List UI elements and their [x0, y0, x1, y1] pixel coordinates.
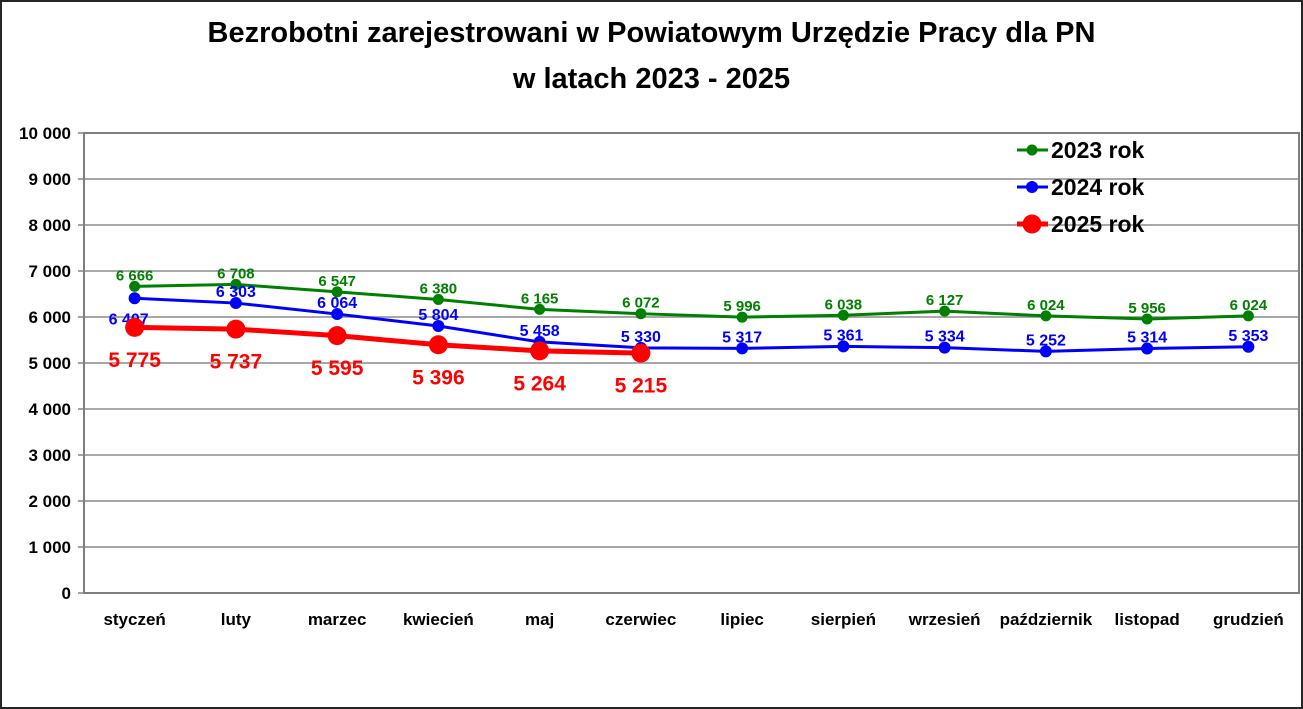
data-point-marker	[432, 294, 444, 306]
data-point-marker	[939, 305, 951, 317]
data-point-label: 6 380	[420, 281, 458, 298]
data-point-label: 5 353	[1228, 328, 1268, 345]
data-point-marker	[736, 342, 749, 355]
series-line-2024-rok	[134, 296, 1249, 353]
data-point-marker	[230, 278, 242, 290]
data-point-label: 5 334	[925, 329, 965, 346]
data-point-marker	[331, 308, 344, 321]
chart-title-block: Bezrobotni zarejestrowani w Powiatowym U…	[2, 10, 1301, 102]
legend-label: 2024 rok	[1051, 174, 1145, 200]
data-point-label: 5 396	[412, 366, 465, 389]
x-axis-label: marzec	[308, 610, 367, 629]
data-point-marker	[226, 319, 246, 339]
data-point-marker	[530, 341, 550, 361]
data-point-label: 6 547	[318, 273, 356, 290]
data-point-marker	[837, 340, 850, 353]
x-axis-label: kwiecień	[403, 610, 474, 629]
y-axis-label: 0	[62, 584, 71, 603]
legend-marker-icon	[1026, 144, 1038, 156]
data-point-label: 6 038	[825, 296, 863, 313]
data-point-label: 5 317	[722, 329, 762, 346]
data-point-label: 5 458	[520, 323, 560, 340]
data-point-marker	[1242, 310, 1254, 322]
x-axis-label: czerwiec	[605, 610, 676, 629]
y-axis-label: 9 000	[28, 170, 71, 189]
data-point-label: 5 595	[311, 357, 364, 380]
data-point-label: 5 775	[108, 349, 161, 372]
legend-label: 2023 rok	[1051, 137, 1145, 163]
data-point-label: 5 252	[1026, 332, 1066, 349]
data-point-marker	[125, 317, 145, 337]
data-point-marker	[1141, 342, 1154, 355]
data-point-label: 5 314	[1127, 330, 1167, 347]
x-axis-label: sierpień	[811, 610, 876, 629]
legend-label: 2025 rok	[1051, 211, 1145, 237]
data-point-marker	[635, 308, 647, 320]
data-point-label: 6 064	[317, 295, 357, 312]
x-axis-label: styczeń	[103, 610, 165, 629]
y-axis-label: 1 000	[28, 538, 71, 557]
data-point-marker	[331, 286, 343, 298]
y-axis-label: 6 000	[28, 308, 71, 327]
data-point-label: 6 666	[116, 267, 154, 284]
y-axis-label: 4 000	[28, 400, 71, 419]
data-point-marker	[1039, 345, 1052, 358]
data-point-marker	[432, 320, 445, 333]
data-point-label: 5 956	[1128, 300, 1166, 317]
data-point-label: 6 072	[622, 295, 660, 312]
data-point-label: 6 708	[217, 265, 255, 282]
data-point-label: 6 165	[521, 290, 559, 307]
data-point-marker	[736, 311, 748, 323]
data-point-marker	[129, 280, 141, 292]
y-axis-label: 8 000	[28, 216, 71, 235]
plot-area-border	[83, 132, 1300, 594]
legend-marker-icon	[1026, 181, 1038, 193]
legend-marker-icon	[1022, 214, 1042, 234]
data-point-label: 6 127	[926, 292, 964, 309]
data-point-marker	[938, 341, 951, 354]
data-point-marker	[128, 292, 141, 305]
data-point-label: 6 024	[1027, 297, 1065, 314]
data-point-label: 6 024	[1230, 297, 1268, 314]
y-axis-label: 10 000	[19, 124, 71, 143]
data-point-label: 5 737	[210, 351, 263, 374]
chart-title: Bezrobotni zarejestrowani w Powiatowym U…	[207, 17, 1096, 49]
data-point-label: 5 996	[723, 298, 761, 315]
y-axis-label: 3 000	[28, 446, 71, 465]
data-point-label: 5 330	[621, 329, 661, 346]
data-point-label: 5 264	[513, 372, 566, 395]
data-point-marker	[631, 343, 651, 363]
y-axis-label: 7 000	[28, 262, 71, 281]
data-point-label: 5 215	[615, 375, 668, 398]
x-axis-label: grudzień	[1213, 610, 1284, 629]
data-point-marker	[428, 335, 448, 355]
data-point-label: 6 303	[216, 284, 256, 301]
x-axis-label: wrzesień	[908, 610, 981, 629]
data-point-marker	[837, 309, 849, 321]
chart-subtitle: w latach 2023 - 2025	[512, 63, 791, 95]
data-point-marker	[229, 297, 242, 310]
x-axis-label: październik	[1000, 610, 1093, 629]
y-axis-label: 2 000	[28, 492, 71, 511]
series-line-2025-rok	[134, 324, 641, 356]
data-point-marker	[1242, 340, 1255, 353]
x-axis-label: luty	[221, 610, 252, 629]
x-axis-label: lipiec	[720, 610, 763, 629]
data-point-marker	[327, 326, 347, 346]
data-point-marker	[534, 303, 546, 315]
y-axis-label: 5 000	[28, 354, 71, 373]
series-line-2023-rok	[134, 282, 1249, 321]
data-point-label: 5 361	[823, 327, 863, 344]
data-point-marker	[1040, 310, 1052, 322]
data-point-label: 5 804	[418, 307, 458, 324]
x-axis-label: maj	[525, 610, 554, 629]
data-point-marker	[1141, 313, 1153, 325]
x-axis-label: listopad	[1115, 610, 1180, 629]
